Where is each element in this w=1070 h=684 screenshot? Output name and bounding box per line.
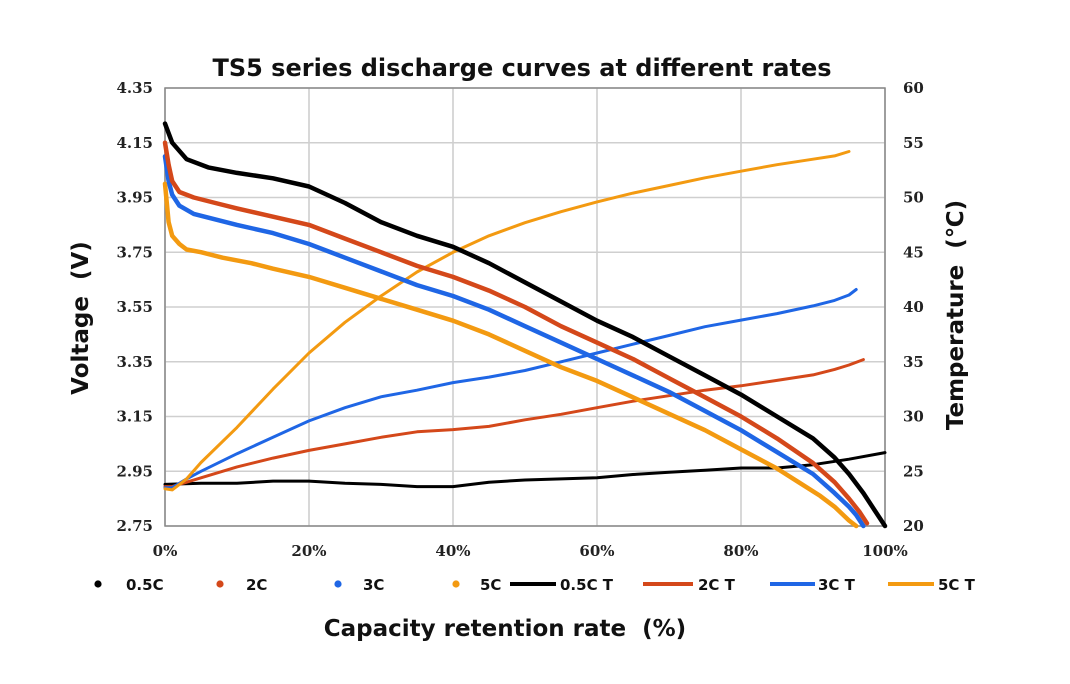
legend-marker-3c: [334, 580, 342, 588]
legend-label-0-5c: 0.5C: [126, 576, 164, 594]
y2-tick-label: 45: [903, 243, 924, 261]
legend-label-3c-t: 3C T: [818, 576, 856, 594]
legend-label-5c-t: 5C T: [938, 576, 976, 594]
legend-label-5c: 5C: [480, 576, 501, 594]
y2-tick-label: 30: [903, 408, 924, 426]
y-axis-title: Voltage (V): [68, 241, 94, 395]
y2-tick-label: 50: [903, 189, 924, 207]
legend: 0.5C 2C 3C 5C 0.5C T 2C T 3C T 5C T: [94, 576, 976, 594]
x-tick-label: 20%: [291, 542, 326, 560]
y2-tick-label: 60: [903, 79, 924, 97]
x-tick-label: 0%: [153, 542, 178, 560]
x-tick-label: 100%: [862, 542, 908, 560]
legend-label-2c: 2C: [246, 576, 267, 594]
legend-marker-0-5c: [94, 580, 102, 588]
y-tick-label: 3.75: [116, 243, 153, 261]
series-line-5c: [162, 181, 859, 529]
legend-label-0-5c-t: 0.5C T: [560, 576, 614, 594]
legend-label-3c: 3C: [363, 576, 384, 594]
y-tick-label: 2.95: [116, 462, 153, 480]
y-tick-label: 3.35: [116, 353, 153, 371]
y-tick-label: 3.15: [116, 408, 153, 426]
y-tick-label: 2.75: [116, 517, 153, 535]
y-tick-label: 3.95: [116, 189, 153, 207]
series-line-5c-t: [163, 150, 851, 492]
series-line-2c: [162, 140, 870, 526]
series-line-0-5c-t: [163, 451, 887, 489]
y2-tick-label: 20: [903, 517, 924, 535]
series-layer: [162, 121, 888, 529]
tick-labels: 4.35 4.15 3.95 3.75 3.55 3.35 3.15 2.95 2.75 60 55…: [116, 79, 923, 560]
plot-frame: [164, 87, 886, 527]
legend-label-2c-t: 2C T: [698, 576, 736, 594]
y2-tick-label: 35: [903, 353, 924, 371]
chart-title: TS5 series discharge curves at different…: [212, 54, 831, 82]
x-axis-title: Capacity retention rate (%): [324, 616, 686, 642]
legend-marker-5c: [452, 580, 460, 588]
series-line-0-5c: [162, 121, 888, 529]
y2-tick-label: 40: [903, 298, 924, 316]
series-line-3c: [162, 154, 866, 529]
y-tick-label: 4.15: [116, 134, 153, 152]
y-tick-label: 4.35: [116, 79, 153, 97]
x-tick-label: 40%: [435, 542, 470, 560]
y2-axis-title: Temperature (℃): [943, 200, 969, 430]
y-tick-label: 3.55: [116, 298, 153, 316]
series-line-3c-t: [163, 288, 858, 490]
y2-tick-label: 25: [903, 462, 924, 480]
series-line-2c-t: [163, 358, 865, 489]
y2-tick-label: 55: [903, 134, 924, 152]
x-tick-label: 60%: [579, 542, 614, 560]
legend-marker-2c: [216, 580, 224, 588]
x-tick-label: 80%: [723, 542, 758, 560]
